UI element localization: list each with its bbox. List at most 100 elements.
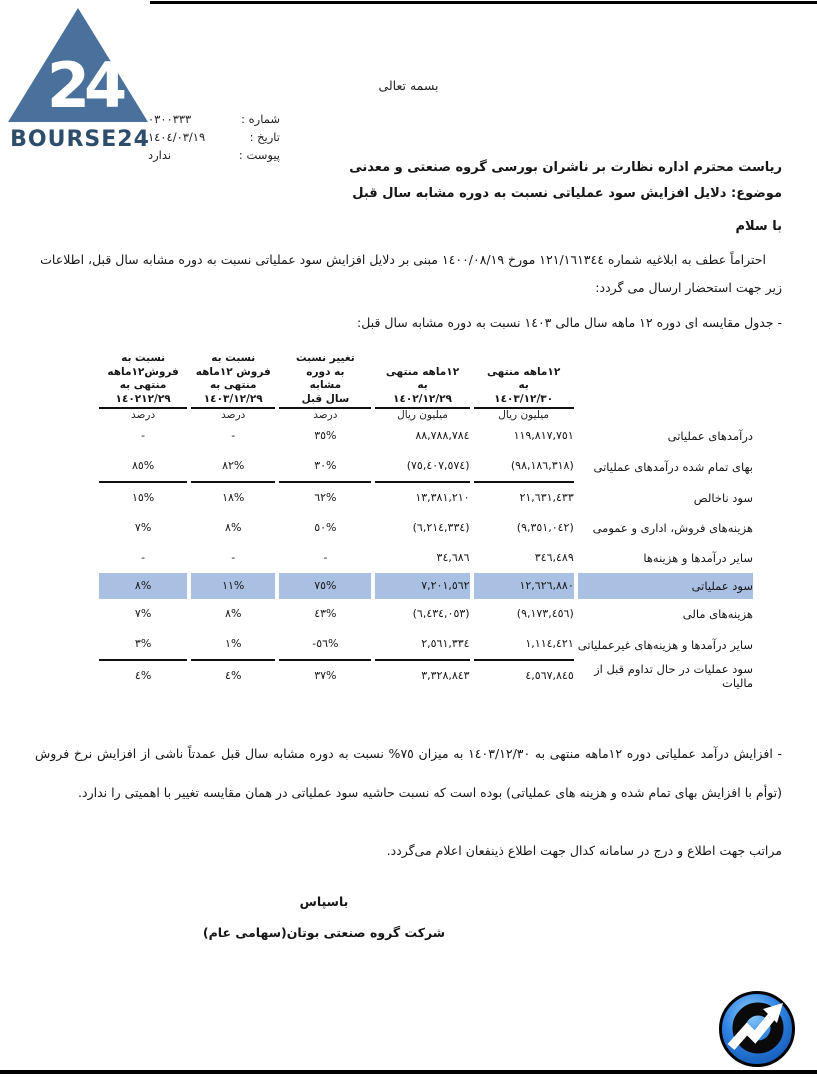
value-1403: ٤,٥٦٧,٨٤٥ <box>474 661 574 691</box>
financial-comparison-table: ١٢ماهه منتهی به ١٤٠٣/١٢/٣٠ ١٢ماهه منتهی … <box>95 352 757 691</box>
cell-value: ٣٤,٦٨٦ <box>436 551 470 565</box>
value-change: ٣٧% <box>279 661 371 691</box>
cell-value: ٢١,٦٣١,٤٣٣ <box>519 491 574 505</box>
letter-meta: شماره : ٠٣٠٠٣٣٣ تاریخ : ١٤٠٤/٠٣/١٩ پیوست… <box>148 110 280 164</box>
col-header-ratio-1403: نسبت به فروش ١٢ماهه منتهی به ١٤٠٣/١٢/٢٩ <box>191 352 276 409</box>
col-header-change: تغییر نسبت به دوره مشابه سال قبل <box>279 352 372 409</box>
value-1402: (٧٥,٤٠٧,٥٧٤) <box>375 451 470 483</box>
unit-ratio-1403: درصد <box>221 408 246 421</box>
cell-value: (٧٥,٤٠٧,٥٧٤) <box>406 459 470 473</box>
value-1403: ٣٤٦,٤٨٩ <box>474 543 574 573</box>
cell-value: ٨٨,٧٨٨,٧٨٤ <box>415 429 470 443</box>
table-row-other-income-expenses: سایر درآمدها و هزینه‌ها ٣٤٦,٤٨٩ ٣٤,٦٨٦ -… <box>99 543 753 573</box>
value-1403: ١,١١٤,٤٢١ <box>473 629 574 661</box>
meta-date-label: تاریخ : <box>249 130 280 144</box>
value-1403: (٩,٣٥١,٠٤٢) <box>474 513 574 543</box>
value-ratio-1402: - <box>99 421 187 451</box>
cell-value: ٧% <box>134 607 152 621</box>
logo-triangle-icon <box>8 8 148 122</box>
cell-value: ٤,٥٦٧,٨٤٥ <box>525 669 574 683</box>
value-ratio-1403: ٨% <box>191 599 275 629</box>
meta-date-value: ١٤٠٤/٠٣/١٩ <box>148 130 206 144</box>
signature-block: باسپاس شرکت گروه صنعتی بوتان(سهامی عام) <box>180 886 468 948</box>
table-corner-cell <box>578 352 753 409</box>
row-label: سود عملیاتی <box>577 572 753 599</box>
cell-value: ٣٤٦,٤٨٩ <box>534 551 574 565</box>
value-change: ٤٣% <box>279 599 371 629</box>
value-1403: (٩٨,١٨٦,٣١٨) <box>473 451 574 483</box>
cell-value: ٨٥% <box>131 459 155 473</box>
cell-value: (٩٨,١٨٦,٣١٨) <box>510 459 574 473</box>
cell-value: ٨٢% <box>222 459 245 473</box>
value-1403: ٢١,٦٣١,٤٣٣ <box>474 483 574 513</box>
row-label: سود عملیات در حال تداوم قبل از مالیات <box>594 661 753 690</box>
unit-1402: میلیون ریال <box>397 408 448 421</box>
signature-company: شرکت گروه صنعتی بوتان(سهامی عام) <box>202 925 446 940</box>
bourse24-stamp-icon <box>719 991 795 1067</box>
row-label: سایر درآمدها و هزینه‌ها <box>643 550 753 565</box>
table-intro-line: - جدول مقایسه ای دوره ١٢ ماهه سال مالی ١… <box>357 315 782 330</box>
table-row-sga-expenses: هزینه‌های فروش، اداری و عمومی (٩,٣٥١,٠٤٢… <box>99 513 753 543</box>
cell-value: ٣,٣٢٨,٨٤٣ <box>421 669 470 683</box>
value-1402: ١٣,٣٨١,٢١٠ <box>375 483 469 513</box>
row-label: بهای تمام شده درآمدهای عملیاتی <box>593 459 753 474</box>
logo-wordmark: BOURSE24 <box>10 127 150 152</box>
value-change: ٣٠% <box>279 451 372 483</box>
cell-value: ٤% <box>134 669 152 683</box>
cell-value: ١,١١٤,٤٢١ <box>525 637 574 651</box>
table-units-row: میلیون ریال میلیون ریال درصد درصد درصد <box>99 409 753 421</box>
table-row-operating-profit: سود عملیاتی ١٢,٦٢٦,٨٨٠ ٧,٢٠١,٥٦٢ ٧٥% ١١%… <box>99 572 753 599</box>
cell-value: ١٨% <box>222 491 245 505</box>
cell-value: ١% <box>225 637 242 651</box>
row-label: هزینه‌های فروش، اداری و عمومی <box>592 520 753 535</box>
analysis-note: - افزایش درآمد عملیاتی دوره ١٢ماهه منتهی… <box>35 746 782 800</box>
value-1402: ٧,٢٠١,٥٦٢ <box>375 572 470 599</box>
cell-value: ٧% <box>134 521 152 535</box>
cell-value: ١٢,٦٢٦,٨٨٠ <box>519 579 574 593</box>
unit-ratio-1402: درصد <box>130 408 156 421</box>
value-ratio-1403: - <box>191 543 275 573</box>
value-1403: (٩,١٧٣,٤٥٦) <box>474 599 574 629</box>
bismillah-text: بسمه تعالی <box>378 78 439 93</box>
cell-value: ٨% <box>134 579 152 593</box>
table-row-profit-before-tax: سود عملیات در حال تداوم قبل از مالیات ٤,… <box>99 661 753 691</box>
cell-value: ٥٠% <box>314 521 337 535</box>
cell-value: ٧,٢٠١,٥٦٢ <box>421 579 470 593</box>
value-ratio-1403: ٨% <box>191 513 275 543</box>
value-change: ٧٥% <box>279 572 372 599</box>
cell-value: (٦,٢١٤,٣٣٤) <box>412 521 470 535</box>
cell-value: (٩,١٧٣,٤٥٦) <box>516 607 574 621</box>
value-ratio-1402: ٨٥% <box>99 451 188 483</box>
value-change: ٥٠% <box>279 513 371 543</box>
value-change: -٥٦% <box>279 629 372 661</box>
meta-number-value: ٠٣٠٠٣٣٣ <box>148 112 192 126</box>
value-1402: ٨٨,٧٨٨,٧٨٤ <box>375 421 469 451</box>
col-header-1403: ١٢ماهه منتهی به ١٤٠٣/١٢/٣٠ <box>473 352 574 409</box>
value-ratio-1402: ٧% <box>99 599 187 629</box>
value-1402: ٣,٣٢٨,٨٤٣ <box>375 661 469 691</box>
value-ratio-1402: ١٥% <box>99 483 187 513</box>
value-ratio-1402: ٧% <box>99 513 187 543</box>
unit-change: درصد <box>313 408 338 421</box>
table-row-cost-of-revenue: بهای تمام شده درآمدهای عملیاتی (٩٨,١٨٦,٣… <box>99 451 753 483</box>
cell-value: ٦٢% <box>314 491 337 505</box>
table-row-financial-expenses: هزینه‌های مالی (٩,١٧٣,٤٥٦) (٦,٤٣٤,٠٥٣) ٤… <box>99 599 753 629</box>
row-label: درآمدهای عملیاتی <box>667 428 753 443</box>
value-ratio-1402: - <box>99 543 187 573</box>
meta-number-label: شماره : <box>241 112 280 126</box>
row-label: سایر درآمدها و هزینه‌های غیرعملیاتی <box>577 637 753 652</box>
value-ratio-1403: ١٨% <box>191 483 275 513</box>
value-ratio-1402: ٨% <box>99 572 188 599</box>
value-ratio-1402: ٤% <box>99 661 187 691</box>
row-label: هزینه‌های مالی <box>682 606 753 621</box>
value-ratio-1403: - <box>191 421 275 451</box>
cell-value: ٤% <box>225 669 242 683</box>
table-row-gross-profit: سود ناخالص ٢١,٦٣١,٤٣٣ ١٣,٣٨١,٢١٠ ٦٢% ١٨%… <box>99 483 753 513</box>
cell-value: (٦,٤٣٤,٠٥٣) <box>412 607 470 621</box>
value-1402: (٦,٤٣٤,٠٥٣) <box>375 599 470 629</box>
cell-value: (٩,٣٥١,٠٤٢) <box>516 521 574 535</box>
cell-value: ٨% <box>225 521 242 535</box>
bottom-divider <box>0 1070 817 1074</box>
top-divider <box>150 1 817 4</box>
